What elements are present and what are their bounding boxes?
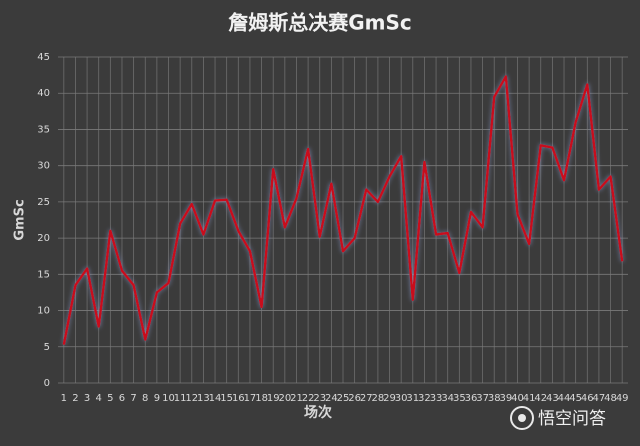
x-tick-label: 33 [430, 393, 443, 404]
y-tick-label: 25 [37, 197, 50, 208]
x-tick-label: 19 [267, 393, 280, 404]
x-tick-label: 7 [130, 393, 136, 404]
x-tick-label: 31 [406, 393, 419, 404]
line-series [62, 75, 624, 345]
x-tick-label: 18 [255, 393, 268, 404]
x-tick-label: 48 [604, 393, 617, 404]
x-tick-label: 23 [313, 393, 326, 404]
x-tick-label: 22 [302, 393, 315, 404]
watermark-group: 悟空问答 [510, 406, 606, 430]
x-tick-label: 35 [453, 393, 466, 404]
y-tick-label: 20 [37, 233, 50, 244]
x-tick-label: 5 [107, 393, 113, 404]
x-tick-label: 3 [84, 393, 90, 404]
x-tick-label: 46 [581, 393, 594, 404]
x-tick-label: 14 [209, 393, 222, 404]
x-tick-label: 43 [546, 393, 559, 404]
x-tick-label: 29 [383, 393, 396, 404]
x-tick-label: 8 [142, 393, 148, 404]
x-tick-label: 4 [96, 393, 102, 404]
x-tick-label: 9 [154, 393, 160, 404]
y-tick-label: 0 [44, 378, 50, 389]
x-tick-label: 10 [162, 393, 175, 404]
x-tick-label: 32 [418, 393, 431, 404]
y-tick-label: 35 [37, 124, 50, 135]
x-tick-label: 42 [534, 393, 547, 404]
x-tick-label: 28 [372, 393, 385, 404]
x-tick-label: 30 [395, 393, 408, 404]
x-tick-label: 26 [348, 393, 361, 404]
x-tick-label: 16 [232, 393, 245, 404]
y-tick-label: 5 [44, 342, 50, 353]
x-tick-label: 25 [337, 393, 350, 404]
y-tick-label: 15 [37, 269, 50, 280]
x-tick-label: 20 [278, 393, 291, 404]
x-tick-label: 11 [174, 393, 187, 404]
x-tick-label: 34 [441, 393, 454, 404]
x-tick-label: 36 [465, 393, 478, 404]
x-tick-label: 49 [616, 393, 629, 404]
x-tick-label: 13 [197, 393, 210, 404]
x-tick-label: 40 [511, 393, 524, 404]
x-tick-label: 44 [558, 393, 571, 404]
x-axis-label: 场次 [304, 404, 332, 421]
x-tick-label: 27 [360, 393, 373, 404]
x-tick-label: 37 [476, 393, 489, 404]
x-tick-label: 2 [72, 393, 78, 404]
y-tick-label: 10 [37, 306, 50, 317]
y-tick-label: 30 [37, 161, 50, 172]
watermark-icon [510, 406, 534, 430]
x-tick-label: 6 [119, 393, 125, 404]
x-tick-label: 38 [488, 393, 501, 404]
x-tick-label: 39 [499, 393, 512, 404]
watermark-icon-dot [518, 414, 526, 422]
y-axis-label: GmSc [13, 199, 28, 240]
chart-title: 詹姆斯总决赛GmSc [228, 11, 412, 35]
x-tick-label: 41 [523, 393, 536, 404]
x-tick-label: 45 [569, 393, 582, 404]
x-tick-label: 47 [593, 393, 606, 404]
x-tick-label: 17 [244, 393, 257, 404]
y-tick-label: 40 [37, 88, 50, 99]
x-tick-label: 1 [61, 393, 67, 404]
x-tick-label: 15 [220, 393, 233, 404]
x-tick-label: 21 [290, 393, 303, 404]
y-tick-label: 45 [37, 52, 50, 63]
x-tick-label: 24 [325, 393, 338, 404]
watermark: 悟空问答 [538, 409, 606, 429]
x-tick-label: 12 [185, 393, 198, 404]
